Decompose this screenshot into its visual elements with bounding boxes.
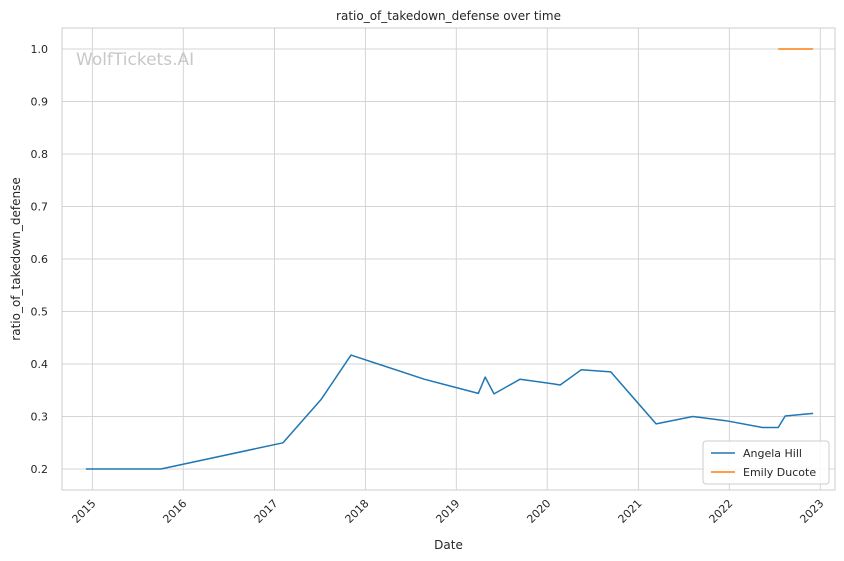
y-axis-title: ratio_of_takedown_defense bbox=[9, 177, 23, 340]
y-tick-label: 0.7 bbox=[31, 201, 49, 214]
x-tick-label: 2018 bbox=[343, 497, 372, 526]
x-tick-label: 2020 bbox=[524, 497, 553, 526]
chart-title: ratio_of_takedown_defense over time bbox=[336, 9, 561, 23]
x-tick-label: 2023 bbox=[797, 497, 826, 526]
x-tick-label: 2017 bbox=[252, 497, 281, 526]
x-tick-label: 2019 bbox=[433, 497, 462, 526]
y-tick-label: 0.9 bbox=[31, 96, 49, 109]
y-tick-label: 1.0 bbox=[31, 43, 49, 56]
x-tick-label: 2021 bbox=[616, 497, 645, 526]
x-axis-ticks: 2015 2016 2017 2018 2019 2020 2021 2022 2023 bbox=[70, 497, 827, 526]
series-layer bbox=[85, 48, 814, 470]
x-tick-label: 2016 bbox=[160, 497, 189, 526]
x-axis-title: Date bbox=[434, 538, 463, 552]
plot-area-frame bbox=[61, 27, 836, 491]
x-tick-label: 2015 bbox=[70, 497, 99, 526]
legend-box bbox=[702, 440, 830, 485]
y-axis-ticks: 0.2 0.3 0.4 0.5 0.6 0.7 0.8 0.9 1.0 bbox=[31, 43, 49, 476]
legend-label: Angela Hill bbox=[743, 447, 802, 460]
y-tick-label: 0.4 bbox=[31, 358, 49, 371]
y-tick-label: 0.2 bbox=[31, 463, 49, 476]
y-tick-label: 0.8 bbox=[31, 148, 49, 161]
series-line-0 bbox=[85, 354, 814, 470]
y-tick-label: 0.6 bbox=[31, 253, 49, 266]
x-tick-label: 2022 bbox=[707, 497, 736, 526]
y-tick-label: 0.3 bbox=[31, 411, 49, 424]
grid-lines bbox=[62, 28, 835, 490]
watermark-text: WolfTickets.AI bbox=[76, 50, 194, 70]
legend: Angela Hill Emily Ducote bbox=[702, 440, 830, 485]
y-tick-label: 0.5 bbox=[31, 306, 49, 319]
legend-label: Emily Ducote bbox=[743, 466, 816, 479]
